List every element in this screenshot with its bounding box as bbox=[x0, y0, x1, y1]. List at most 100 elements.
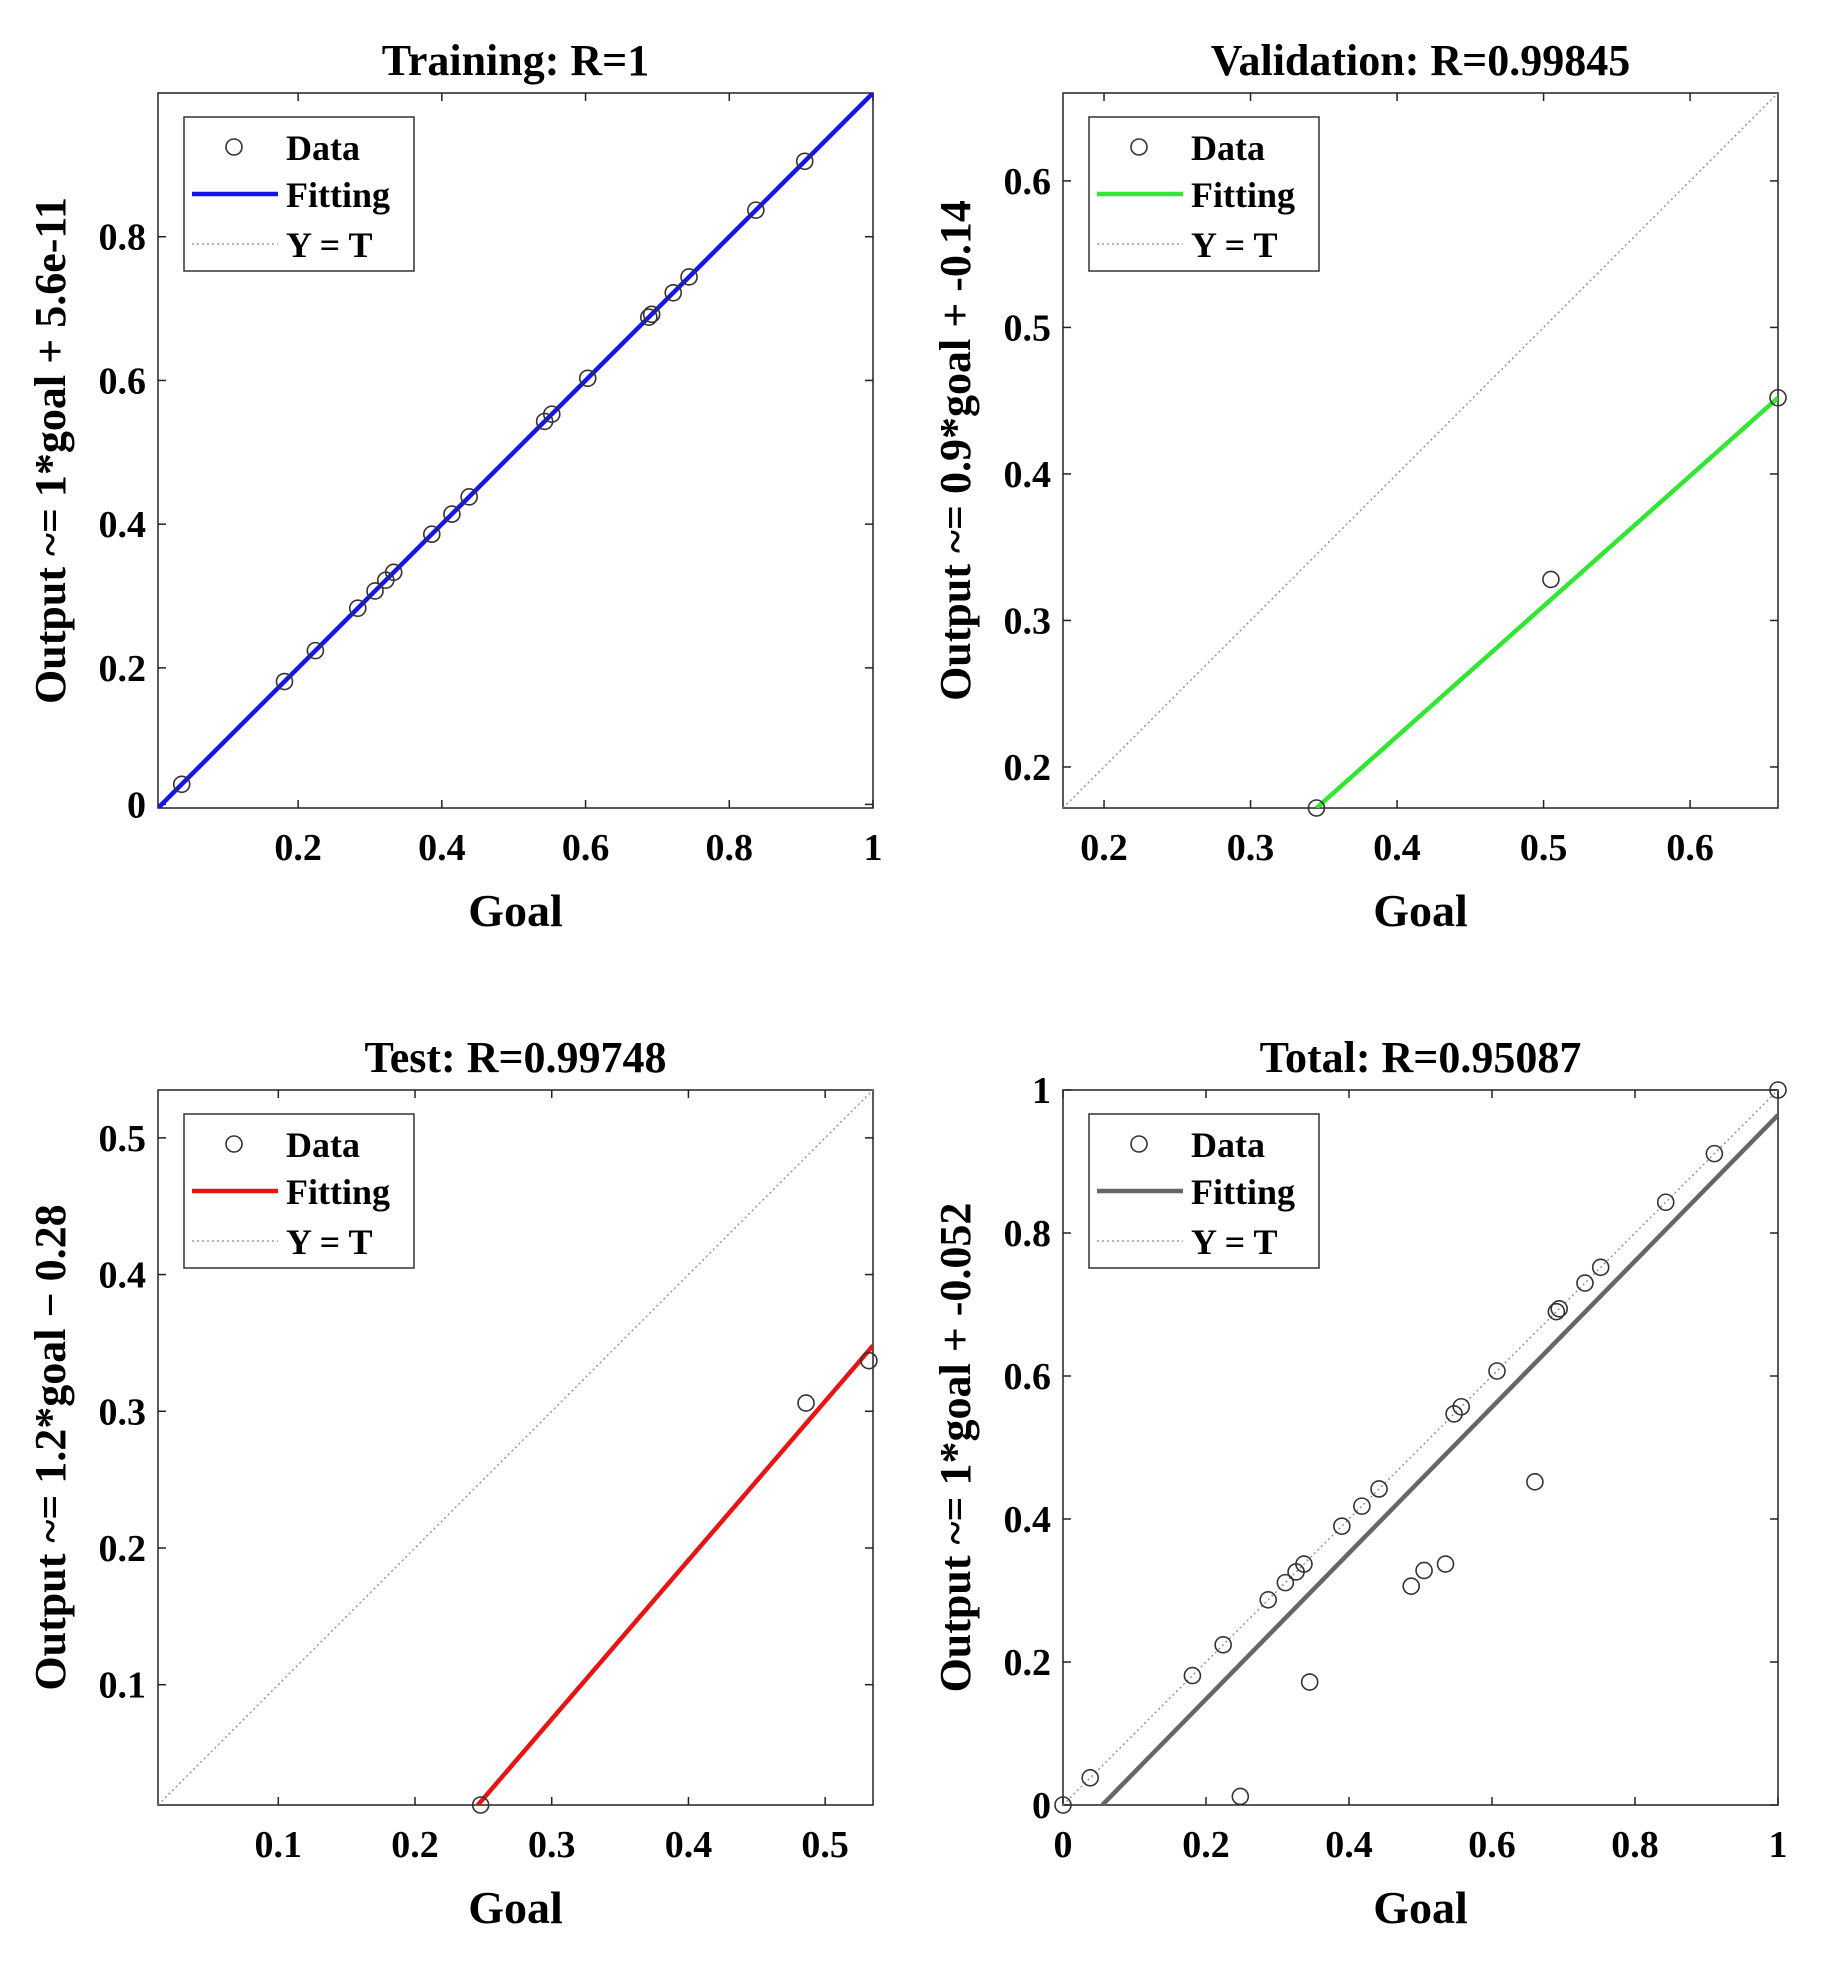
series-group bbox=[1063, 93, 1778, 808]
legend-label-fitting: Fitting bbox=[286, 1172, 390, 1212]
x-tick-label: 0.8 bbox=[1611, 1824, 1659, 1866]
data-point bbox=[1436, 1555, 1455, 1573]
data-point bbox=[275, 672, 294, 691]
y-tick-label: 0.2 bbox=[1004, 747, 1052, 789]
y-tick-label: 0 bbox=[1032, 1785, 1051, 1827]
x-axis-label: Goal bbox=[1373, 885, 1468, 936]
data-point bbox=[348, 599, 367, 618]
legend-data-marker bbox=[1130, 138, 1148, 156]
x-tick-label: 0.6 bbox=[1468, 1824, 1516, 1866]
data-point bbox=[1526, 1473, 1544, 1491]
data-point bbox=[1591, 1258, 1610, 1277]
chart-title: Training: R=1 bbox=[382, 36, 650, 85]
x-axis-label: Goal bbox=[468, 885, 563, 936]
legend-data-marker bbox=[1130, 1135, 1148, 1153]
reference-line-y-equals-t bbox=[1063, 1090, 1778, 1805]
x-tick-label: 0.4 bbox=[1373, 827, 1421, 869]
data-point bbox=[1231, 1787, 1250, 1806]
data-point bbox=[1452, 1397, 1471, 1416]
data-point bbox=[860, 1351, 878, 1370]
x-tick-label: 0.5 bbox=[1520, 827, 1568, 869]
x-tick-label: 1 bbox=[1769, 1824, 1788, 1866]
data-point bbox=[1547, 1302, 1566, 1321]
x-tick-label: 0.2 bbox=[1182, 1824, 1230, 1866]
x-tick-label: 0.3 bbox=[528, 1824, 576, 1866]
y-axis-label: Output ~= 1*goal + 5.6e-11 bbox=[26, 197, 75, 704]
data-point bbox=[1769, 1081, 1787, 1099]
reference-line-y-equals-t bbox=[158, 1090, 873, 1805]
legend-label-y-equals-t: Y = T bbox=[286, 225, 373, 265]
y-tick-label: 0.6 bbox=[1004, 1356, 1052, 1398]
data-point bbox=[1333, 1517, 1351, 1535]
fit-line bbox=[158, 93, 873, 808]
series-group bbox=[158, 1090, 873, 1805]
x-tick-label: 0.4 bbox=[665, 1824, 713, 1866]
data-point bbox=[1081, 1769, 1099, 1787]
data-point bbox=[797, 1394, 815, 1412]
data-point bbox=[1576, 1274, 1594, 1292]
legend-data-marker bbox=[225, 1135, 243, 1153]
data-point bbox=[384, 563, 403, 582]
y-tick-label: 0.4 bbox=[99, 504, 147, 546]
x-tick-label: 0.6 bbox=[1666, 827, 1714, 869]
legend-data-marker bbox=[225, 138, 243, 156]
series-group bbox=[158, 93, 873, 808]
data-point bbox=[639, 308, 658, 327]
legend-label-data: Data bbox=[1191, 1125, 1265, 1165]
x-tick-label: 0.2 bbox=[391, 1824, 439, 1866]
y-tick-label: 1 bbox=[1032, 1070, 1051, 1112]
data-point bbox=[1445, 1405, 1463, 1423]
legend-label-y-equals-t: Y = T bbox=[1191, 1222, 1278, 1262]
x-tick-label: 1 bbox=[864, 827, 883, 869]
data-point bbox=[366, 582, 384, 600]
x-tick-label: 0.4 bbox=[418, 827, 466, 869]
chart-title: Test: R=0.99748 bbox=[364, 1033, 666, 1082]
legend: Data Fitting Y = T bbox=[1088, 1113, 1320, 1269]
data-point bbox=[795, 152, 814, 171]
reference-line-y-equals-t bbox=[1063, 93, 1778, 808]
data-point bbox=[1656, 1193, 1675, 1212]
legend: Data Fitting Y = T bbox=[1088, 116, 1320, 272]
y-tick-label: 0.6 bbox=[1004, 161, 1052, 203]
x-axis-label: Goal bbox=[468, 1882, 563, 1933]
legend-label-fitting: Fitting bbox=[1191, 175, 1295, 215]
data-point bbox=[1705, 1144, 1724, 1163]
chart-panel-2: Validation: R=0.99845 0.2 0.3 0.4 0.5 0.6 0.2 0… bbox=[931, 36, 1787, 936]
data-point bbox=[1370, 1480, 1388, 1498]
legend-label-data: Data bbox=[286, 1125, 360, 1165]
fit-line bbox=[1314, 396, 1778, 808]
data-point bbox=[1259, 1590, 1278, 1609]
y-tick-label: 0.4 bbox=[1004, 454, 1052, 496]
y-tick-label: 0.4 bbox=[1004, 1499, 1052, 1541]
chart-panel-3: Test: R=0.99748 0.1 0.2 0.3 0.4 0.5 0.1 0.2 0.3 0… bbox=[26, 1033, 878, 1933]
data-point bbox=[1276, 1573, 1295, 1592]
y-tick-label: 0.2 bbox=[99, 1528, 147, 1570]
data-point bbox=[460, 488, 478, 506]
y-axis-label: Output ~= 1.2*goal − 0.28 bbox=[26, 1204, 75, 1690]
chart-panel-4: Total: R=0.95087 0 0.2 0.4 0.6 0.8 1 0 0.2 0.4 0.6… bbox=[931, 1033, 1788, 1933]
data-point bbox=[306, 641, 325, 660]
data-point bbox=[747, 201, 765, 219]
legend-label-y-equals-t: Y = T bbox=[286, 1222, 373, 1262]
data-point bbox=[443, 505, 461, 523]
data-point bbox=[1353, 1497, 1371, 1515]
y-tick-label: 0.4 bbox=[99, 1255, 147, 1297]
legend-label-fitting: Fitting bbox=[1191, 1172, 1295, 1212]
x-tick-label: 0.5 bbox=[801, 1824, 849, 1866]
chart-title: Total: R=0.95087 bbox=[1260, 1033, 1582, 1082]
data-point bbox=[1295, 1555, 1313, 1573]
series-group bbox=[1063, 1090, 1778, 1805]
legend-label-fitting: Fitting bbox=[286, 175, 390, 215]
data-point bbox=[471, 1796, 490, 1814]
data-point bbox=[1402, 1577, 1421, 1596]
y-axis-label: Output ~= 1*goal + -0.052 bbox=[931, 1203, 980, 1693]
fit-line bbox=[1100, 1113, 1778, 1805]
x-tick-label: 0.2 bbox=[1080, 827, 1128, 869]
data-point bbox=[1214, 1636, 1232, 1654]
data-point bbox=[542, 405, 561, 424]
y-tick-label: 0.6 bbox=[99, 360, 147, 402]
data-point bbox=[1488, 1362, 1506, 1380]
x-tick-label: 0.4 bbox=[1325, 1824, 1373, 1866]
data-point bbox=[1769, 388, 1787, 407]
data-point bbox=[1415, 1561, 1433, 1580]
